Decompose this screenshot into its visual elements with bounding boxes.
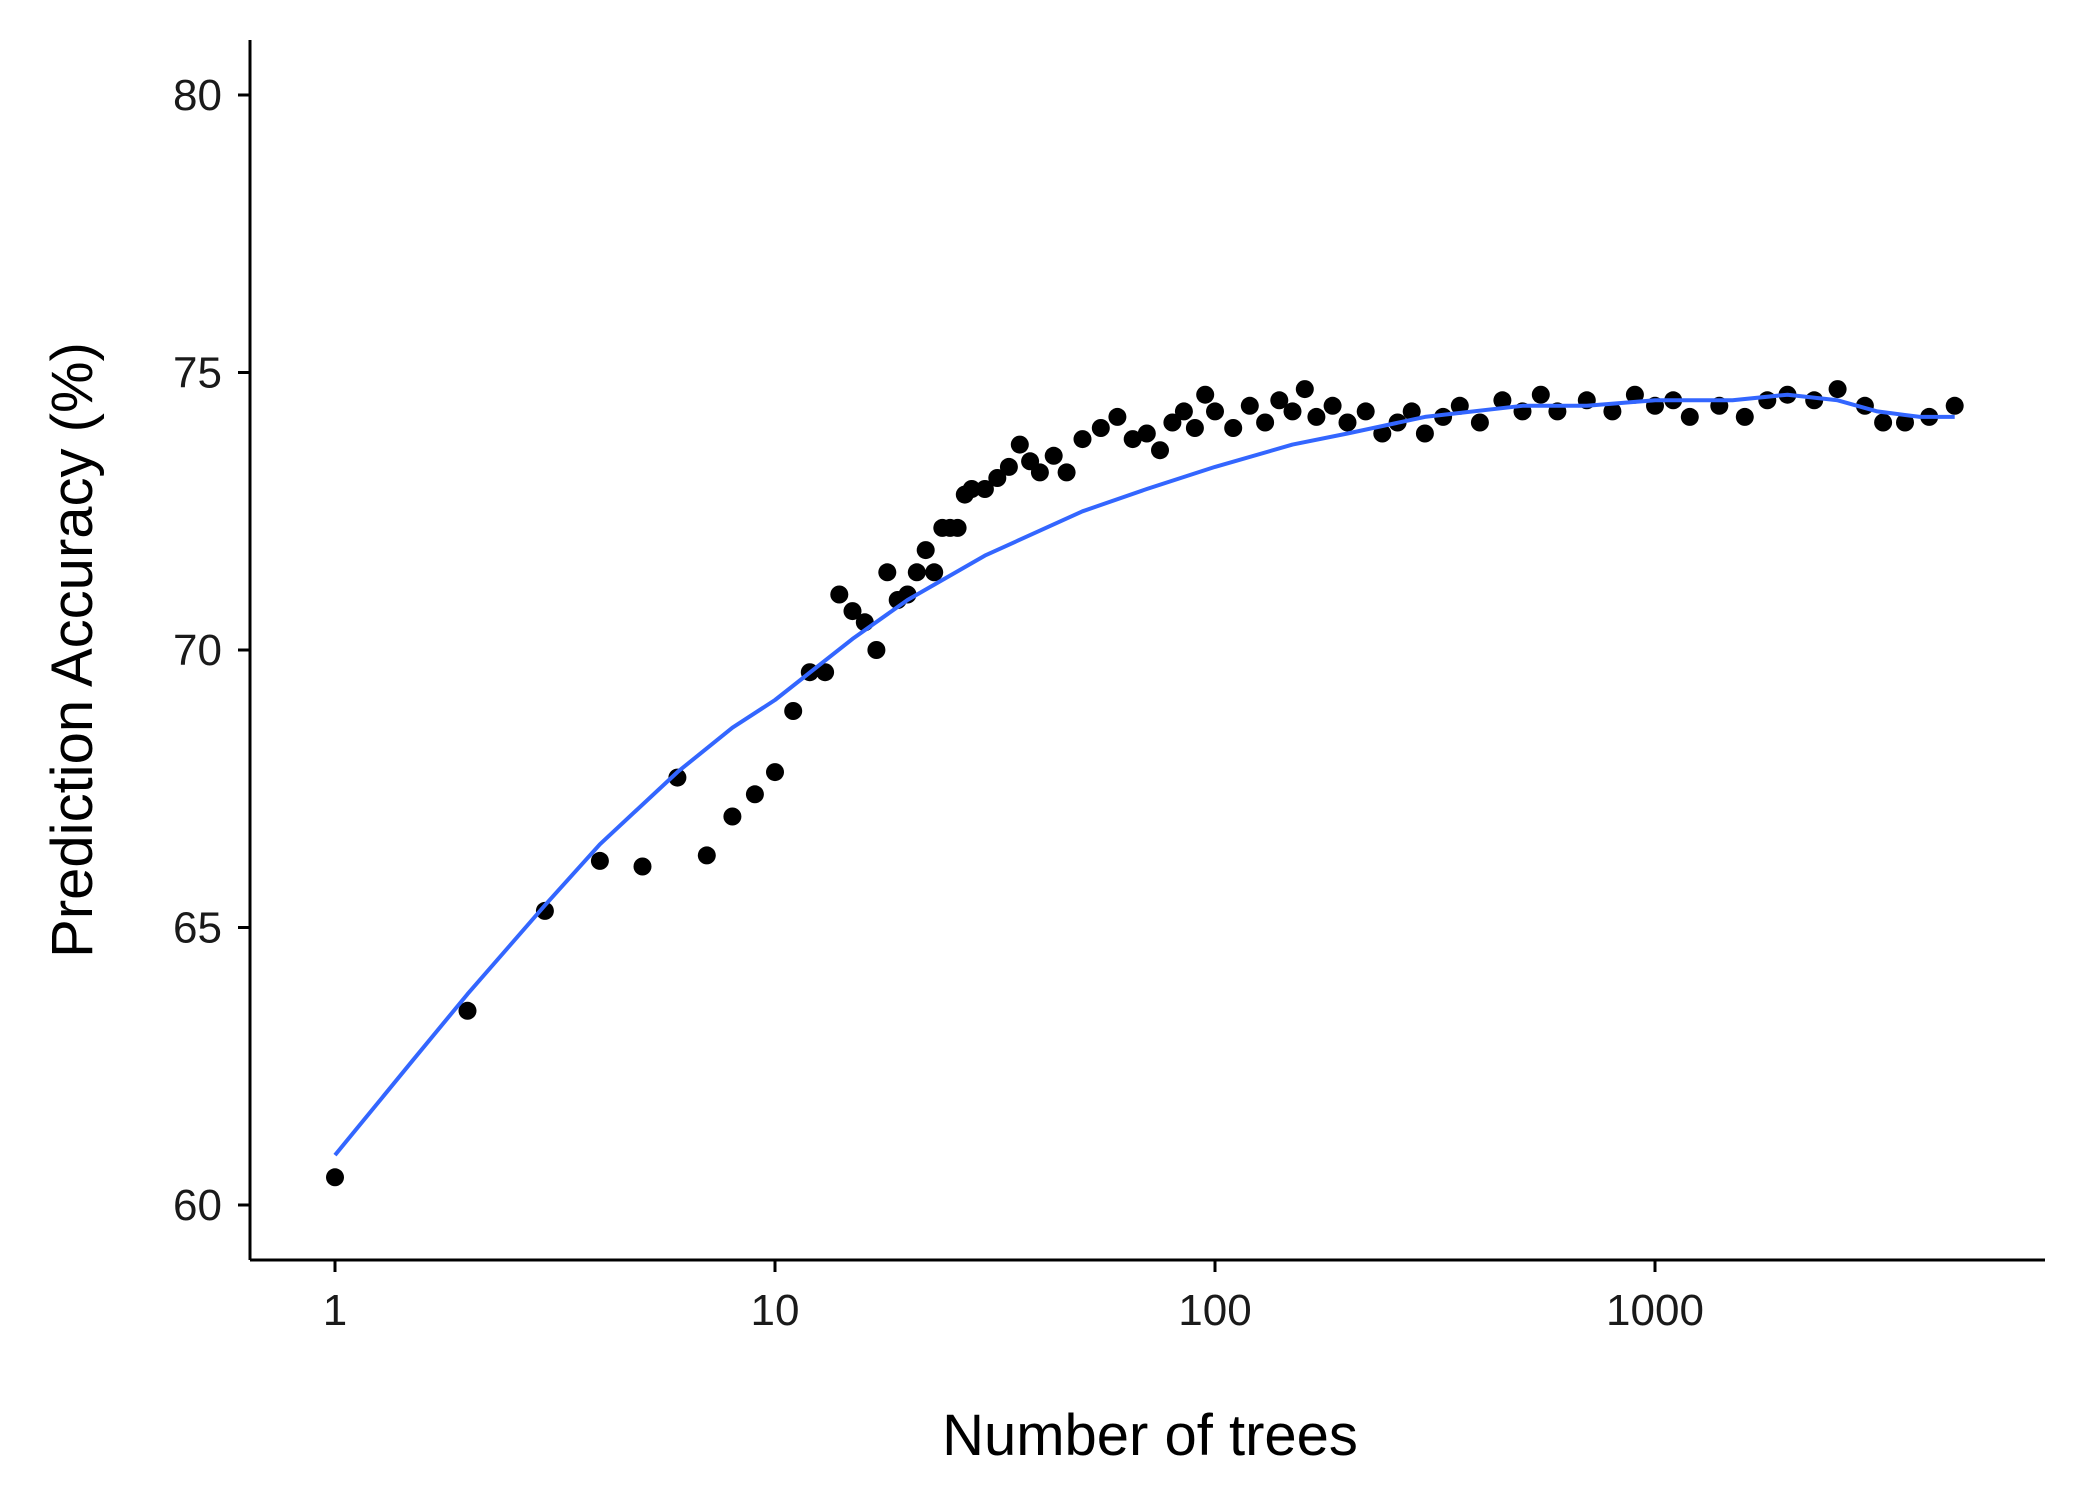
data-point <box>1307 407 1326 426</box>
data-point <box>1073 430 1092 449</box>
data-point <box>1531 385 1550 404</box>
data-point <box>999 457 1018 476</box>
data-point <box>458 1001 477 1020</box>
data-point <box>1283 402 1302 421</box>
data-point <box>1735 407 1754 426</box>
data-point <box>1123 430 1142 449</box>
x-axis-ticks: 1 10 100 1000 <box>323 1260 1704 1335</box>
data-point <box>1874 413 1893 432</box>
x-axis-title: Number of trees <box>942 1403 1358 1468</box>
data-point <box>916 541 935 560</box>
data-point <box>668 768 687 787</box>
data-point <box>988 469 1007 487</box>
data-point <box>1137 424 1156 443</box>
data-point <box>766 763 784 782</box>
data-point <box>816 663 835 682</box>
data-point <box>1030 463 1049 482</box>
data-point <box>975 480 994 498</box>
data-point <box>1603 402 1622 421</box>
data-point <box>1470 413 1489 432</box>
y-tick-label: 70 <box>173 626 222 675</box>
data-point <box>1415 424 1434 443</box>
data-point <box>1196 385 1215 404</box>
data-point <box>1323 396 1342 415</box>
y-tick-label: 80 <box>173 71 222 120</box>
data-point <box>1680 407 1699 426</box>
y-tick-label: 75 <box>173 349 222 398</box>
data-point <box>1402 402 1421 421</box>
data-point <box>697 846 716 865</box>
data-point <box>1945 396 1964 415</box>
x-tick-label: 1 <box>323 1286 347 1335</box>
x-tick-label: 10 <box>751 1286 800 1335</box>
data-point <box>1108 407 1127 426</box>
data-point <box>1625 385 1644 404</box>
data-point <box>1338 413 1357 432</box>
data-point <box>1493 391 1512 410</box>
y-tick-label: 65 <box>173 904 222 953</box>
data-point <box>925 563 944 582</box>
data-point <box>1295 380 1314 399</box>
data-point <box>1174 402 1193 421</box>
data-point <box>907 563 926 582</box>
data-point <box>948 518 967 537</box>
data-point <box>1224 419 1243 437</box>
data-point <box>962 480 981 498</box>
data-point <box>1896 413 1914 432</box>
data-point <box>1057 463 1076 482</box>
data-point <box>1044 446 1063 465</box>
data-point <box>633 857 652 876</box>
data-point <box>535 901 554 920</box>
data-point <box>1356 402 1375 421</box>
data-point <box>1758 391 1777 410</box>
data-point <box>1256 413 1275 432</box>
data-point <box>843 602 862 621</box>
data-point <box>1185 419 1204 437</box>
data-point <box>723 807 742 826</box>
data-point <box>590 851 609 870</box>
data-point <box>745 785 764 804</box>
data-point <box>1828 380 1847 399</box>
data-point <box>1010 435 1029 454</box>
data-point <box>1163 413 1182 432</box>
y-tick-label: 60 <box>173 1181 222 1230</box>
plot-area <box>326 380 1964 1187</box>
data-point <box>1450 396 1469 415</box>
data-point <box>326 1168 344 1187</box>
data-points <box>326 380 1964 1187</box>
data-point <box>1091 419 1110 437</box>
data-point <box>1151 441 1169 460</box>
data-point <box>784 702 803 720</box>
y-axis-ticks: 60 65 70 75 80 <box>173 71 250 1230</box>
data-point <box>830 585 849 604</box>
x-tick-label: 100 <box>1178 1286 1251 1335</box>
data-point <box>1240 396 1259 415</box>
y-axis-title: Prediction Accuracy (%) <box>40 342 105 958</box>
trend-line <box>333 392 1955 1157</box>
data-point <box>1206 402 1224 421</box>
x-tick-label: 1000 <box>1606 1286 1704 1335</box>
data-point <box>867 641 886 659</box>
data-point <box>1270 391 1289 410</box>
data-point <box>878 563 897 582</box>
